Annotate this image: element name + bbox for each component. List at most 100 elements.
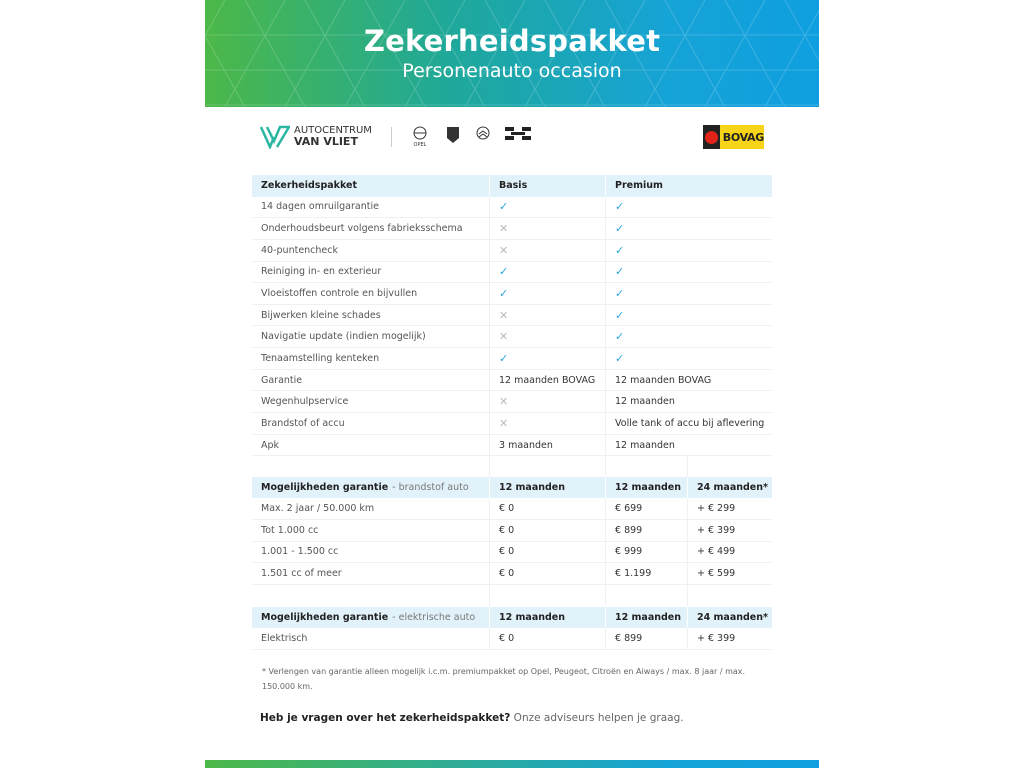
table-cell: Reiniging in- en exterieur: [252, 261, 490, 283]
cell-included: ✓: [490, 261, 606, 283]
header-basis: Basis: [490, 175, 606, 197]
header-term: 12 maanden: [490, 476, 606, 499]
table-cell: + € 499: [697, 546, 736, 558]
table-cell: + € 299: [697, 503, 736, 515]
table-cell: € 0: [490, 541, 606, 563]
table-cell: 12 maanden: [615, 439, 675, 451]
table-cell: € 899: [606, 628, 688, 649]
table-cell: 3 maanden: [490, 434, 606, 456]
spacer-row: [252, 585, 772, 607]
check-icon: ✓: [615, 222, 625, 236]
header-banner: Zekerheidspakket Personenauto occasion: [205, 0, 819, 107]
cell-included: ✓: [606, 240, 772, 261]
table-cell: Bijwerken kleine schades: [252, 304, 490, 326]
cell-included: ✓: [606, 326, 772, 347]
table-cell: + € 399: [697, 524, 736, 536]
table-row: 40-puntencheck ✕ ✓: [252, 239, 772, 262]
table-row: 1.001 - 1.500 cc € 0 € 999 + € 499: [252, 541, 772, 564]
electric-warranty-table: Mogelijkheden garantie - elektrische auto…: [252, 585, 772, 650]
citroen-logo: [475, 126, 491, 142]
table-row: Garantie 12 maanden BOVAG 12 maanden BOVAG: [252, 369, 772, 392]
table-cell: + € 599: [697, 568, 736, 580]
header-premium: Premium: [615, 180, 663, 192]
cell-not-included: ✕: [490, 304, 606, 326]
check-icon: ✓: [615, 330, 625, 344]
table-row: Navigatie update (indien mogelijk) ✕ ✓: [252, 326, 772, 349]
table-cell: € 999: [606, 541, 688, 563]
cell-included: ✓: [606, 305, 772, 326]
check-icon: ✓: [615, 200, 625, 214]
header-title: Mogelijkheden garantie - elektrische auto: [252, 606, 490, 629]
table-cell: Onderhoudsbeurt volgens fabrieksschema: [252, 218, 490, 239]
table-row: Tenaamstelling kenteken ✓ ✓: [252, 348, 772, 370]
table-row: Reiniging in- en exterieur ✓ ✓: [252, 261, 772, 284]
table-cell: 1.501 cc of meer: [252, 563, 490, 584]
brochure-page: Zekerheidspakket Personenauto occasion A…: [205, 0, 819, 768]
header-term: 12 maanden: [606, 606, 688, 629]
table-cell: 1.001 - 1.500 cc: [252, 541, 490, 563]
table-row: Max. 2 jaar / 50.000 km € 0 € 699 + € 299: [252, 498, 772, 520]
cell-included: ✓: [606, 218, 772, 239]
table-cell: Tenaamstelling kenteken: [252, 348, 490, 369]
table-cell: € 0: [490, 628, 606, 649]
table-header: Zekerheidspakket Basis Premium: [252, 175, 772, 197]
table-cell: Tot 1.000 cc: [252, 519, 490, 541]
table-cell: Elektrisch: [252, 628, 490, 649]
package-table: Zekerheidspakket Basis Premium 14 dagen …: [252, 175, 772, 457]
check-icon: ✓: [615, 351, 625, 365]
table-row: Vloeistoffen controle en bijvullen ✓ ✓: [252, 283, 772, 305]
table-cell: € 0: [490, 519, 606, 541]
header-term: 24 maanden*: [697, 481, 768, 493]
table-row: Wegenhulpservice ✕ 12 maanden: [252, 391, 772, 414]
check-icon: ✓: [499, 287, 509, 301]
cross-icon: ✕: [499, 243, 509, 257]
check-icon: ✓: [615, 308, 625, 322]
table-cell: € 1.199: [606, 563, 688, 584]
cell-included: ✓: [606, 348, 772, 369]
cell-included: ✓: [606, 262, 772, 283]
header-term: 24 maanden*: [697, 611, 768, 623]
cross-icon: ✕: [499, 222, 509, 236]
table-cell: 12 maanden BOVAG: [615, 374, 712, 386]
table-cell: € 0: [490, 498, 606, 519]
table-cell: € 699: [606, 498, 688, 519]
table-cell: + € 399: [697, 633, 736, 645]
table-cell: 12 maanden: [615, 396, 675, 408]
cell-not-included: ✕: [490, 413, 606, 434]
table-header: Mogelijkheden garantie - elektrische auto…: [252, 606, 772, 629]
cross-icon: ✕: [499, 330, 509, 344]
table-cell: Vloeistoffen controle en bijvullen: [252, 283, 490, 304]
opel-logo: OPEL: [412, 126, 428, 148]
dealer-logo: AUTOCENTRUM VAN VLIET: [260, 125, 372, 149]
header-term: 12 maanden: [490, 606, 606, 629]
cell-included: ✓: [490, 348, 606, 369]
cell-included: ✓: [490, 196, 606, 218]
check-icon: ✓: [499, 200, 509, 214]
table-cell: 40-puntencheck: [252, 239, 490, 261]
table-cell: Navigatie update (indien mogelijk): [252, 326, 490, 348]
spacer-row: [252, 455, 772, 477]
check-icon: ✓: [615, 287, 625, 301]
cell-not-included: ✕: [490, 239, 606, 261]
table-cell: Max. 2 jaar / 50.000 km: [252, 498, 490, 519]
fuel-warranty-table: Mogelijkheden garantie - brandstof auto 12…: [252, 455, 772, 585]
check-icon: ✓: [499, 265, 509, 279]
triangle-pattern: [205, 0, 819, 107]
aiways-logo: [505, 126, 531, 142]
footnote: * Verlengen van garantie alleen mogelijk…: [262, 667, 746, 691]
divider: [391, 127, 392, 147]
header-feature: Zekerheidspakket: [252, 175, 490, 197]
cross-icon: ✕: [499, 395, 509, 409]
contact-question: Heb je vragen over het zekerheidspakket?…: [260, 712, 684, 724]
check-icon: ✓: [615, 265, 625, 279]
table-row: 14 dagen omruilgarantie ✓ ✓: [252, 196, 772, 219]
cell-included: ✓: [606, 283, 772, 304]
check-icon: ✓: [499, 351, 509, 365]
table-header: Mogelijkheden garantie - brandstof auto 12…: [252, 476, 772, 499]
cross-icon: ✕: [499, 416, 509, 430]
cell-not-included: ✕: [490, 218, 606, 239]
table-row: 1.501 cc of meer € 0 € 1.199 + € 599: [252, 563, 772, 585]
logo-bar: AUTOCENTRUM VAN VLIET OPEL BOVAG: [205, 123, 819, 153]
table-cell: € 0: [490, 563, 606, 584]
dealer-name-line2: VAN VLIET: [294, 135, 358, 148]
